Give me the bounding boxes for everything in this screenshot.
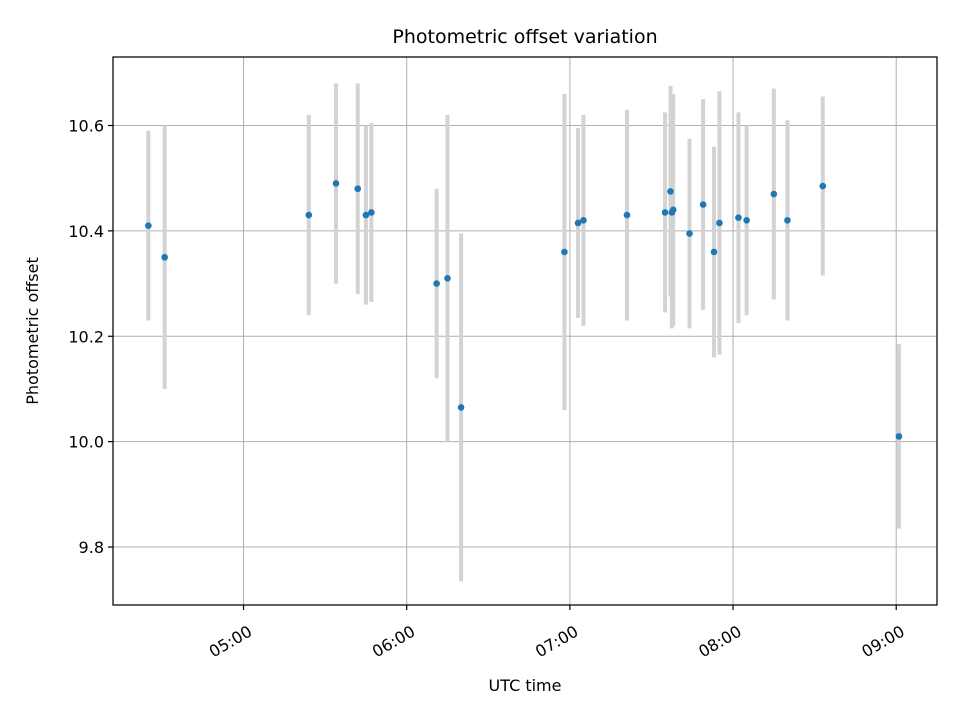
data-point [457, 404, 465, 411]
data-point [305, 211, 313, 219]
data-point [686, 230, 693, 237]
data-point [661, 209, 669, 216]
data-point [784, 217, 791, 224]
data-point [716, 219, 723, 227]
plot-frame [112, 56, 938, 606]
y-tick-label: 10.6 [68, 117, 104, 136]
data-point [699, 201, 707, 208]
data-point [332, 180, 340, 187]
data-point [667, 188, 674, 195]
data-point [623, 211, 631, 219]
y-axis-label: Photometric offset [23, 257, 42, 405]
data-point [895, 433, 903, 440]
data-point [444, 275, 451, 282]
data-point [770, 190, 778, 198]
data-point [362, 211, 370, 219]
data-point [819, 182, 827, 190]
x-axis-label: UTC time [489, 676, 562, 695]
data-point [354, 185, 362, 193]
y-tick-label: 10.0 [68, 433, 104, 452]
y-tick-label: 9.8 [79, 538, 104, 557]
data-point [743, 217, 750, 224]
data-point [561, 248, 568, 256]
chart-title: Photometric offset variation [392, 26, 657, 48]
data-point [710, 248, 718, 256]
data-point [580, 217, 587, 224]
data-point [669, 206, 677, 214]
y-tick-label: 10.2 [68, 327, 104, 346]
data-points [145, 180, 903, 440]
data-point [161, 253, 168, 261]
data-point [574, 219, 582, 227]
plot-area [113, 57, 937, 605]
data-point [433, 280, 440, 287]
data-point [735, 214, 742, 222]
data-point [368, 209, 375, 216]
data-point [145, 222, 152, 229]
grid [113, 57, 937, 605]
y-axis-ticks: 9.8 10.0 10.2 10.4 10.6 [68, 117, 113, 557]
y-tick-label: 10.4 [68, 222, 104, 241]
